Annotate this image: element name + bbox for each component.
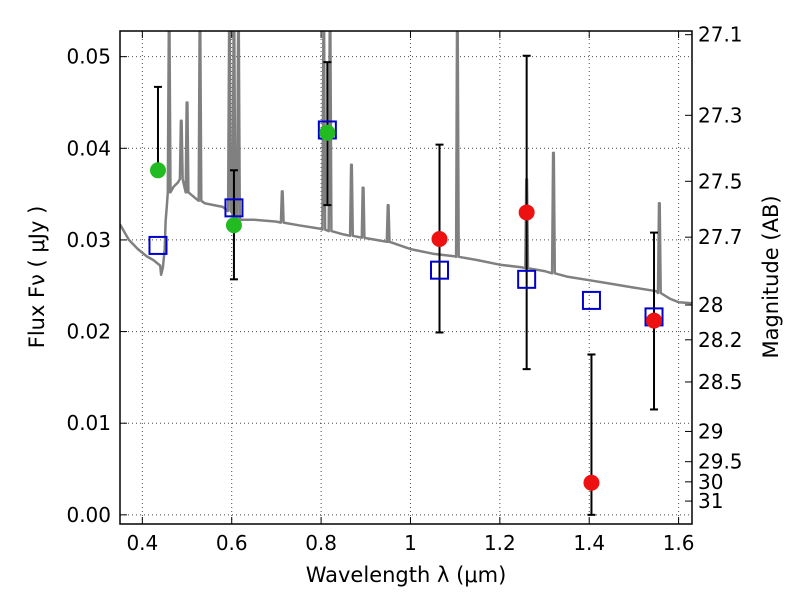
grid: [120, 31, 692, 524]
observed-flux-point: [319, 124, 336, 141]
y-tick-label: 0.01: [66, 411, 111, 435]
y2-tick-label: 29.5: [698, 450, 743, 474]
y2-tick-label: 28.2: [698, 328, 743, 352]
y2-tick-label: 28.5: [698, 370, 743, 394]
y2-tick-label: 30: [698, 470, 723, 494]
model-flux-square: [581, 290, 601, 310]
plot-content: [120, 31, 692, 516]
x-tick-label: 0.8: [305, 531, 337, 555]
y-tick-label: 0.04: [66, 136, 111, 160]
y2-tick-label: 27.5: [698, 169, 743, 193]
y-tick-label: 0.05: [66, 45, 111, 69]
observed-flux-point: [149, 162, 166, 179]
observed-flux-point: [583, 474, 600, 491]
axis-ticks: 0.4 0.6 0.8 1 1.2 1.4 1.6 0.00 0.01 0.02 0.03 0.04 0…: [66, 23, 742, 555]
y-axis-label: Flux Fν ( μJy ): [25, 206, 49, 349]
x-tick-label: 1: [404, 531, 417, 555]
plot-frame: [119, 30, 693, 525]
y2-tick-label: 27.1: [698, 23, 743, 47]
model-spectrum-line: [120, 31, 692, 305]
y-tick-label: 0.03: [66, 228, 111, 252]
y-tick-label: 0.00: [66, 503, 111, 527]
x-tick-label: 1.6: [663, 531, 695, 555]
observed-flux-point: [518, 204, 535, 221]
observed-flux-point: [646, 312, 663, 329]
x-axis-label: Wavelength λ (μm): [306, 563, 507, 587]
y-tick-label: 0.02: [66, 320, 111, 344]
y2-tick-label: 31: [698, 489, 723, 513]
x-tick-label: 0.4: [126, 531, 158, 555]
y2-tick-label: 28: [698, 293, 723, 317]
model-flux-square: [430, 260, 450, 280]
y2-tick-label: 29: [698, 419, 723, 443]
x-tick-label: 0.6: [216, 531, 248, 555]
observed-flux-point: [431, 231, 448, 248]
model-flux-square: [224, 198, 244, 218]
model-flux-square: [148, 235, 168, 255]
y2-tick-label: 27.7: [698, 225, 743, 249]
x-tick-label: 1.2: [484, 531, 516, 555]
observed-flux-point: [225, 217, 242, 234]
y2-axis-label: Magnitude (AB): [759, 195, 783, 358]
y2-tick-label: 27.3: [698, 103, 743, 127]
plot-border: [119, 30, 693, 525]
model-flux-square: [517, 269, 537, 289]
x-tick-label: 1.4: [573, 531, 605, 555]
